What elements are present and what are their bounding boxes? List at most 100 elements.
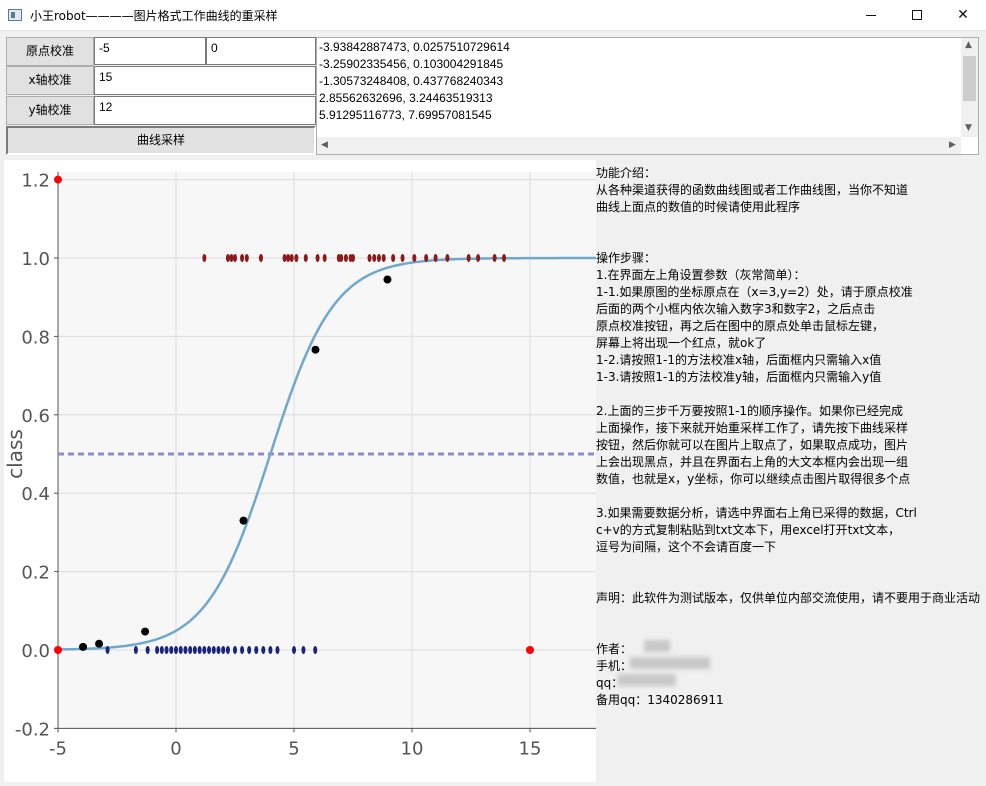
class1-point: [322, 254, 327, 262]
curve-sample-button[interactable]: 曲线采样: [6, 126, 316, 155]
class1-point: [412, 254, 417, 262]
class0-point: [105, 646, 110, 654]
class1-point: [351, 254, 355, 262]
info-line: 原点校准按钮，再之后在图中的原点处单击鼠标左键，: [596, 319, 885, 333]
class1-point: [202, 254, 207, 262]
close-button[interactable]: ✕: [940, 0, 986, 31]
class1-point: [233, 254, 237, 262]
info-line: 数值，也就是x，y坐标，你可以继续点击图片取得很多个点: [596, 472, 911, 486]
curve-image[interactable]: -0.2 0.0 0.2 0.4 0.6 0.8 1.0 1.2 -5 0 5 10 15 class: [4, 160, 596, 782]
class0-point: [268, 646, 273, 654]
x-tick-label: 5: [288, 738, 299, 759]
y-tick-label: 0.8: [21, 327, 50, 348]
plot-background: [58, 171, 596, 729]
class1-point: [476, 254, 481, 262]
class1-point: [339, 254, 344, 262]
x-tick-label: -5: [49, 738, 67, 759]
class0-point: [225, 646, 230, 654]
maximize-button[interactable]: [894, 0, 940, 31]
scroll-up-icon[interactable]: ▲: [965, 40, 972, 50]
y-tick-label: 0.2: [21, 563, 50, 584]
info-line: 1-1.如果原图的坐标原点在（x=3,y=2）处，请于原点校准: [596, 285, 913, 299]
sampled-point: [239, 516, 248, 525]
class0-point: [292, 646, 296, 654]
class1-point: [433, 254, 438, 262]
origin-x-input[interactable]: -5: [94, 37, 206, 65]
class1-point: [343, 254, 348, 262]
info-line: c+v的方式复制粘贴到txt文本下，用excel打开txt文本，: [596, 523, 901, 537]
origin-y-input[interactable]: 0: [206, 37, 316, 65]
window-title: 小王robot————图片格式工作曲线的重采样: [30, 9, 278, 23]
scroll-left-icon[interactable]: ◀: [321, 140, 328, 150]
sampled-point: [311, 345, 320, 354]
info-line: 1.在界面左上角设置参数（灰常简单）：: [596, 268, 806, 282]
class0-point: [145, 646, 150, 654]
yaxis-value-input[interactable]: 12: [94, 96, 316, 125]
yaxis-calibrate-button[interactable]: y轴校准: [6, 96, 94, 125]
class1-point: [315, 254, 320, 262]
class0-point: [192, 646, 197, 654]
info-line: 3.如果需要数据分析，请选中界面右上角已采得的数据，Ctrl: [596, 506, 917, 520]
info-line: 功能介绍：: [596, 166, 657, 180]
sampled-point: [141, 627, 150, 636]
x-tick-label: 0: [170, 738, 181, 759]
xaxis-value-input[interactable]: 15: [94, 66, 316, 95]
class0-point: [207, 646, 212, 654]
x-tick-label: 15: [519, 738, 542, 759]
class1-point: [372, 254, 377, 262]
class1-point: [391, 254, 396, 262]
title-bar: 小王robot————图片格式工作曲线的重采样 ✕: [0, 0, 986, 31]
y-tick-label: 0.0: [21, 641, 50, 662]
x-tick-label: 10: [401, 738, 424, 759]
y-tick-label: 0.6: [21, 406, 50, 427]
sampled-point: [79, 642, 88, 651]
info-line: 操作步骤：: [596, 251, 657, 265]
info-panel: 功能介绍： 从各种渠道获得的函数曲线图或者工作曲线图，当你不知道 曲线上面点的数…: [596, 160, 986, 720]
class1-point: [502, 254, 507, 262]
output-line: -3.93842887473, 0.0257510729614: [319, 40, 510, 54]
calibration-point: [54, 646, 62, 654]
info-line: 手机：: [596, 659, 633, 673]
class1-point: [381, 254, 386, 262]
output-textarea[interactable]: -3.93842887473, 0.0257510729614 -3.25902…: [316, 37, 979, 155]
chart-svg[interactable]: -0.2 0.0 0.2 0.4 0.6 0.8 1.0 1.2 -5 0 5 10 15 class: [4, 160, 596, 782]
class1-point: [400, 254, 405, 262]
horizontal-scrollbar[interactable]: ◀ ▶: [317, 137, 961, 154]
app-icon: [8, 9, 22, 21]
class0-point: [240, 646, 245, 654]
class0-point: [164, 646, 169, 654]
scroll-down-icon[interactable]: ▼: [965, 123, 972, 133]
y-tick-label: 0.4: [21, 484, 50, 505]
info-line: 从各种渠道获得的函数曲线图或者工作曲线图，当你不知道: [596, 183, 909, 197]
y-tick-label: 1.2: [21, 171, 50, 192]
output-line: -3.25902335456, 0.103004291845: [319, 57, 504, 71]
vertical-scrollbar[interactable]: ▲ ▼: [961, 38, 978, 137]
info-line: 曲线上面点的数值的时候请使用此程序: [596, 200, 801, 214]
class0-point: [211, 646, 216, 654]
info-line: 1-3.请按照1-1的方法校准y轴，后面框内只需输入y值: [596, 370, 882, 384]
info-line: 2.上面的三步千万要按照1-1的顺序操作。如果你已经完成: [596, 404, 904, 418]
info-line: 逗号为间隔，这个不会请百度一下: [596, 540, 777, 554]
class1-point: [466, 254, 471, 262]
origin-calibrate-button[interactable]: 原点校准: [6, 37, 94, 66]
minimize-button[interactable]: [848, 0, 894, 31]
redacted-phone: [630, 657, 710, 669]
calibration-point: [54, 175, 62, 184]
xaxis-calibrate-button[interactable]: x轴校准: [6, 66, 94, 95]
info-line: 1-2.请按照1-1的方法校准x轴，后面框内只需输入x值: [596, 353, 882, 367]
class0-point: [313, 646, 318, 654]
class1-point: [229, 254, 234, 262]
class0-point: [261, 646, 266, 654]
info-line: 屏幕上将出现一个红点，就ok了: [596, 336, 767, 350]
class1-point: [240, 254, 245, 262]
sampled-point: [95, 639, 104, 648]
redacted-author: [644, 640, 670, 652]
info-line: 作者：: [596, 642, 633, 656]
scroll-right-icon[interactable]: ▶: [949, 140, 956, 150]
info-line: 上会出现黑点，并且在界面右上角的大文本框内会出现一组: [596, 455, 909, 469]
minimize-icon: [866, 15, 876, 16]
class1-point: [424, 254, 429, 262]
class0-point: [301, 646, 306, 654]
vertical-scroll-thumb[interactable]: [963, 56, 976, 101]
output-line: -1.30573248408, 0.437768240343: [319, 74, 504, 88]
